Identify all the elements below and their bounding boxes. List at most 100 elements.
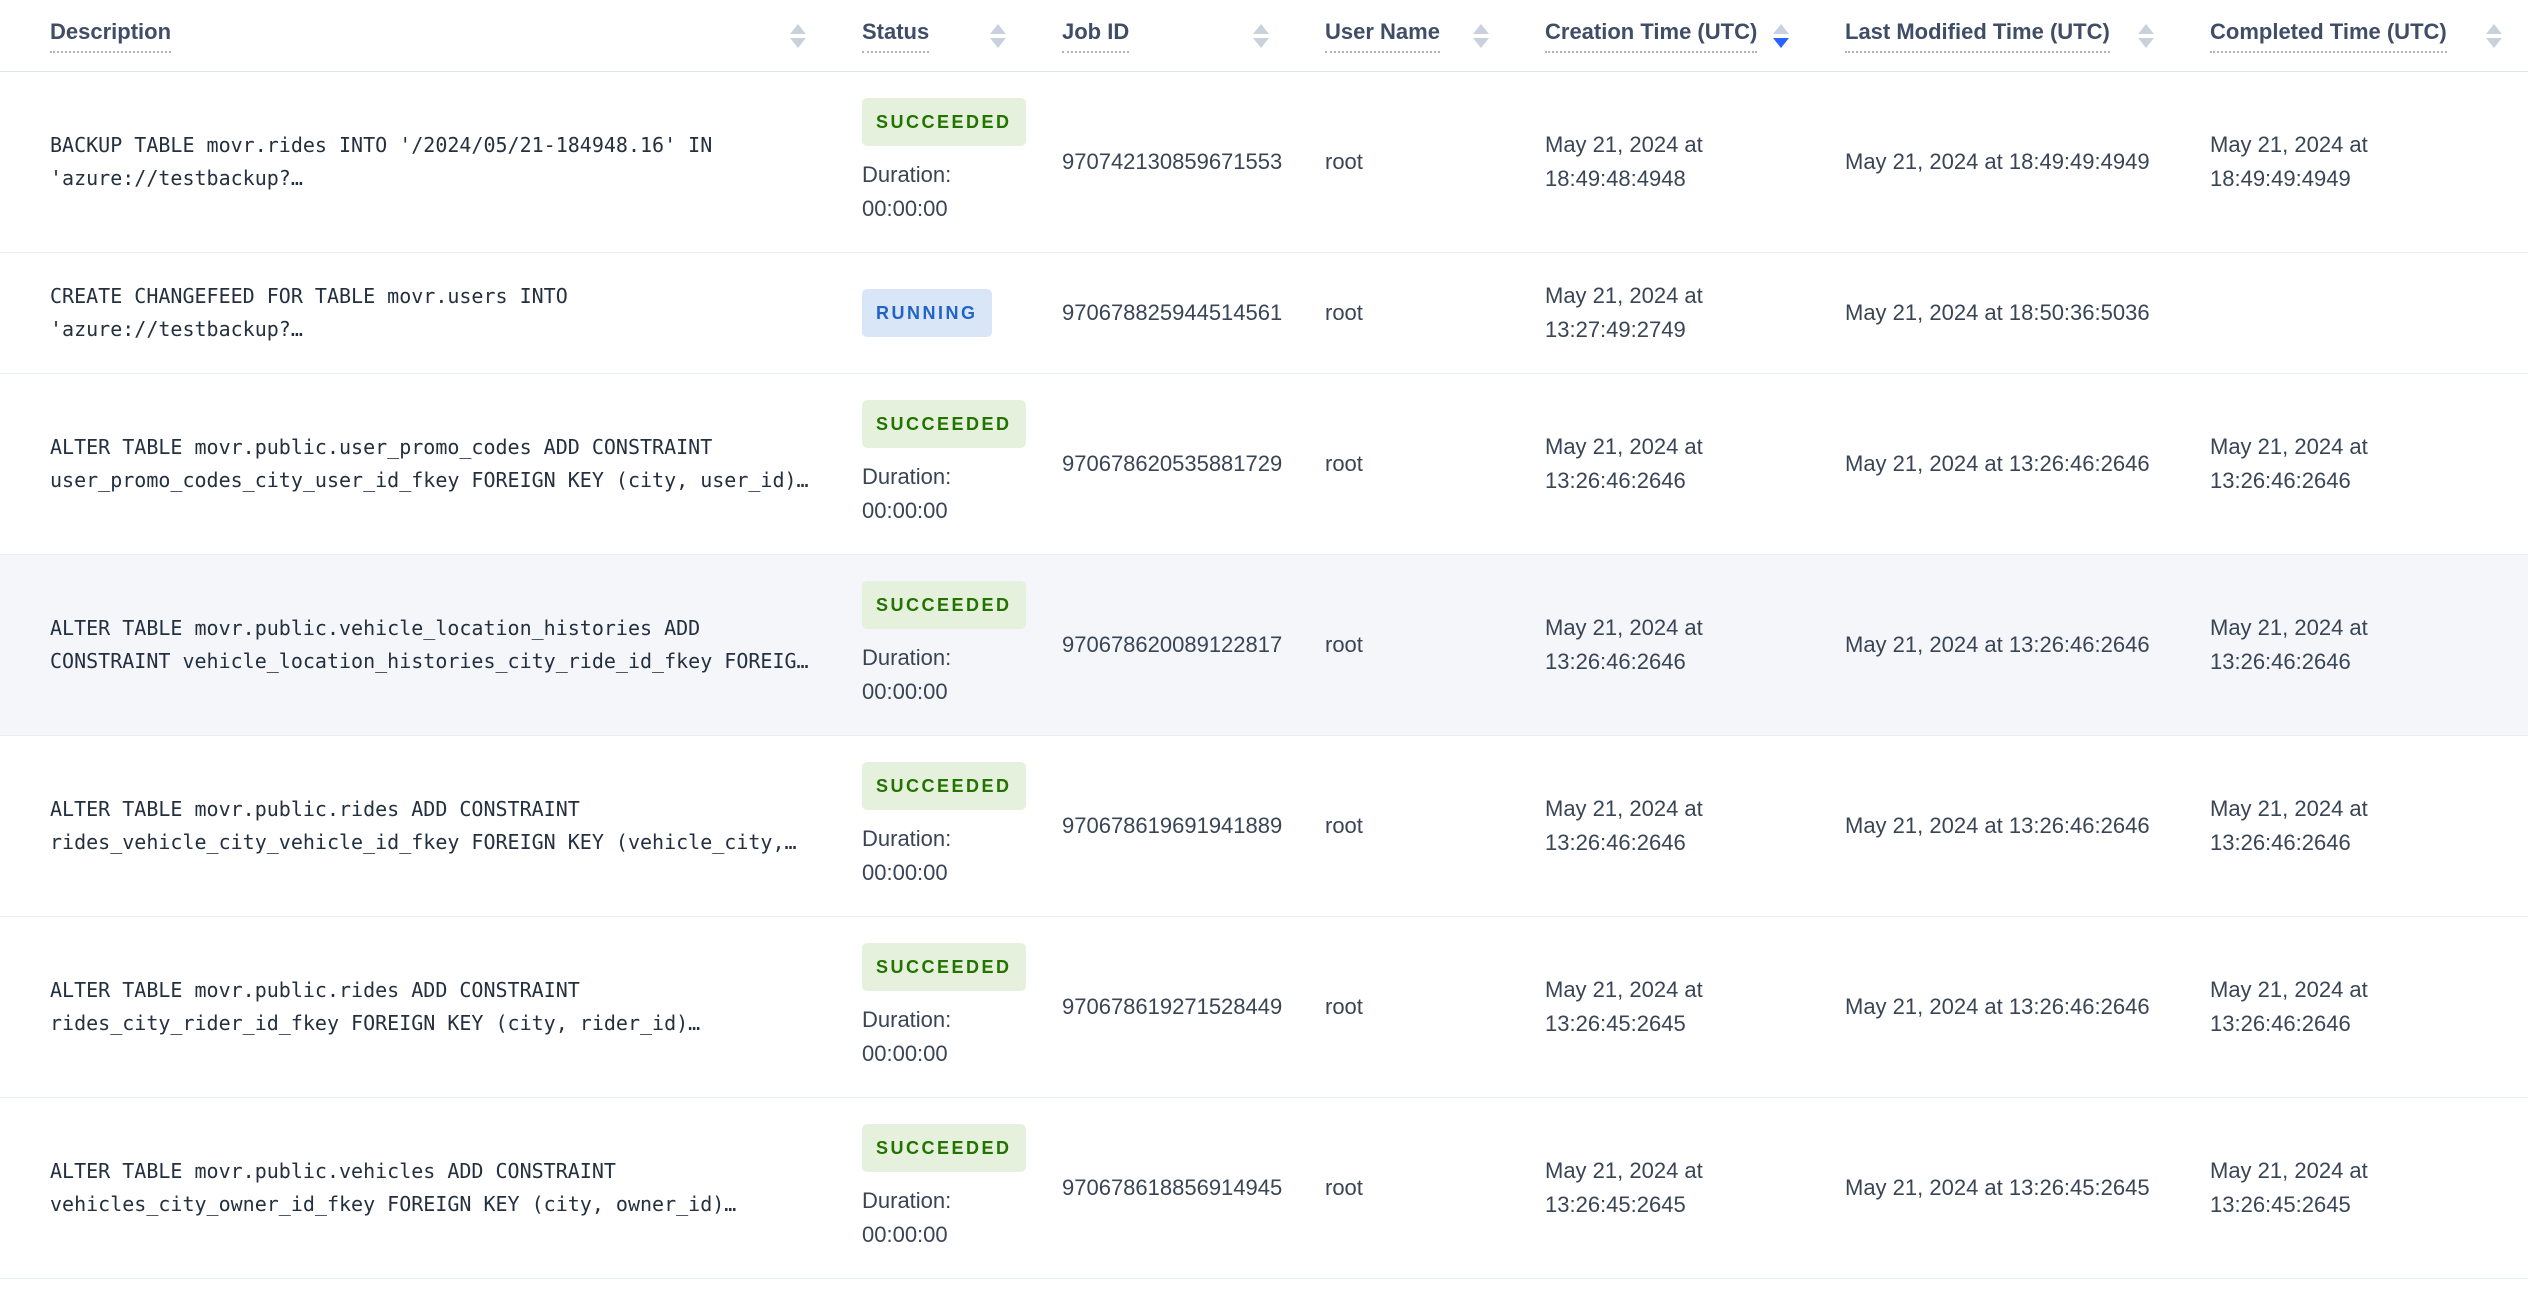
job-id: 970742130859671553 <box>1032 71 1295 253</box>
user-name: root <box>1295 735 1515 917</box>
job-id: 970678612838252545 <box>1032 1278 1295 1292</box>
column-header-description[interactable]: Description <box>0 0 832 72</box>
column-header-label: Status <box>862 19 930 53</box>
column-header-status[interactable]: Status <box>832 0 1032 72</box>
status-badge: SUCCEEDED <box>862 762 1026 810</box>
description-line: ALTER TABLE movr.public.vehicle_location… <box>50 616 701 640</box>
sort-down-arrow-icon <box>1473 37 1489 48</box>
creation-time: May 21, 2024 at 13:27:49:2749 <box>1545 283 1703 342</box>
table-row[interactable]: ALTER TABLE movr.public.vehicles ADD CON… <box>0 1097 2528 1279</box>
table-body: BACKUP TABLE movr.rides INTO '/2024/05/2… <box>0 71 2528 1292</box>
description-line: rides_vehicle_city_vehicle_id_fkey FOREI… <box>50 830 797 854</box>
job-description-link[interactable]: ALTER TABLE movr.public.rides ADD CONSTR… <box>50 974 832 1040</box>
duration-value: 00:00:00 <box>862 860 948 885</box>
description-line: ALTER TABLE movr.public.rides ADD CONSTR… <box>50 797 580 821</box>
duration-block: Duration: 00:00:00 <box>862 1003 1032 1071</box>
description-line: 'azure://testbackup?… <box>50 166 303 190</box>
user-name: root <box>1295 1097 1515 1279</box>
column-header-label: Completed Time (UTC) <box>2210 19 2447 53</box>
creation-time: May 21, 2024 at 13:26:45:2645 <box>1545 1158 1703 1217</box>
column-header-label: Job ID <box>1062 19 1130 53</box>
sort-down-arrow-icon <box>790 37 806 48</box>
column-header-creation-time-utc[interactable]: Creation Time (UTC) <box>1515 0 1815 72</box>
column-header-label: Creation Time (UTC) <box>1545 19 1758 53</box>
sort-icon[interactable] <box>1773 23 1789 48</box>
completed-time: May 21, 2024 at 13:26:46:2646 <box>2210 615 2368 674</box>
user-name: root <box>1295 1278 1515 1292</box>
sort-down-arrow-icon <box>2138 37 2154 48</box>
sort-icon[interactable] <box>2138 23 2154 48</box>
last-modified-time: May 21, 2024 at 13:26:46:2646 <box>1845 632 2150 657</box>
completed-time: May 21, 2024 at 18:49:49:4949 <box>2210 132 2368 191</box>
status-badge: SUCCEEDED <box>862 400 1026 448</box>
job-description-link[interactable]: ALTER TABLE movr.public.rides ADD CONSTR… <box>50 793 832 859</box>
duration-value: 00:00:00 <box>862 196 948 221</box>
sort-icon[interactable] <box>790 23 806 48</box>
description-line: CONSTRAINT vehicle_location_histories_ci… <box>50 649 809 673</box>
duration-value: 00:00:00 <box>862 1041 948 1066</box>
table-row[interactable]: ALTER TABLE movr.public.vehicle_location… <box>0 554 2528 736</box>
description-line: ALTER TABLE movr.public.user_promo_codes… <box>50 435 713 459</box>
sort-down-arrow-icon <box>990 37 1006 48</box>
description-line: 'azure://testbackup?… <box>50 317 303 341</box>
creation-time: May 21, 2024 at 13:26:45:2645 <box>1545 977 1703 1036</box>
user-name: root <box>1295 373 1515 555</box>
duration-label: Duration: <box>862 1007 952 1032</box>
column-header-job-id[interactable]: Job ID <box>1032 0 1295 72</box>
job-description-link[interactable]: ALTER TABLE movr.public.user_promo_codes… <box>50 431 832 497</box>
table-row[interactable]: BACKUP TABLE movr.rides INTO '/2024/05/2… <box>0 71 2528 253</box>
status-badge: RUNNING <box>862 289 992 337</box>
description-line: user_promo_codes_city_user_id_fkey FOREI… <box>50 468 809 492</box>
duration-label: Duration: <box>862 1188 952 1213</box>
sort-icon[interactable] <box>2486 23 2502 48</box>
table-row[interactable]: ALTER TABLE movr.public.rides ADD CONSTR… <box>0 735 2528 917</box>
creation-time: May 21, 2024 at 13:26:46:2646 <box>1545 615 1703 674</box>
duration-block: Duration: 00:00:00 <box>862 460 1032 528</box>
column-header-label: Description <box>50 19 172 53</box>
description-line: BACKUP TABLE movr.rides INTO '/2024/05/2… <box>50 133 713 157</box>
status-badge: SUCCEEDED <box>862 581 1026 629</box>
last-modified-time: May 21, 2024 at 13:26:46:2646 <box>1845 994 2150 1019</box>
completed-time: May 21, 2024 at 13:26:46:2646 <box>2210 977 2368 1036</box>
description-line: vehicles_city_owner_id_fkey FOREIGN KEY … <box>50 1192 737 1216</box>
job-description-link[interactable]: ALTER TABLE movr.public.vehicle_location… <box>50 612 832 678</box>
sort-up-arrow-icon <box>990 23 1006 34</box>
job-id: 970678619691941889 <box>1032 735 1295 917</box>
duration-block: Duration: 00:00:00 <box>862 641 1032 709</box>
table-row[interactable]: ALTER TABLE movr.public.user_promo_codes… <box>0 373 2528 555</box>
table-row[interactable]: IMPORT INTO movr.public.rides CSV DATA('… <box>0 1278 2528 1292</box>
sort-down-arrow-icon <box>1253 37 1269 48</box>
job-id: 970678618856914945 <box>1032 1097 1295 1279</box>
job-description-link[interactable]: ALTER TABLE movr.public.vehicles ADD CON… <box>50 1155 832 1221</box>
status-badge: SUCCEEDED <box>862 98 1026 146</box>
table-row[interactable]: CREATE CHANGEFEED FOR TABLE movr.users I… <box>0 252 2528 374</box>
user-name: root <box>1295 252 1515 374</box>
sort-down-arrow-icon <box>1773 37 1789 48</box>
job-id: 970678620089122817 <box>1032 554 1295 736</box>
duration-label: Duration: <box>862 826 952 851</box>
sort-icon[interactable] <box>1253 23 1269 48</box>
completed-time: May 21, 2024 at 13:26:46:2646 <box>2210 434 2368 493</box>
sort-icon[interactable] <box>1473 23 1489 48</box>
duration-block: Duration: 00:00:00 <box>862 158 1032 226</box>
job-description-link[interactable]: CREATE CHANGEFEED FOR TABLE movr.users I… <box>50 280 832 346</box>
column-header-completed-time-utc[interactable]: Completed Time (UTC) <box>2180 0 2528 72</box>
duration-value: 00:00:00 <box>862 679 948 704</box>
job-description-link[interactable]: BACKUP TABLE movr.rides INTO '/2024/05/2… <box>50 129 832 195</box>
job-id: 970678620535881729 <box>1032 373 1295 555</box>
sort-up-arrow-icon <box>2486 23 2502 34</box>
column-header-user-name[interactable]: User Name <box>1295 0 1515 72</box>
duration-label: Duration: <box>862 162 952 187</box>
sort-up-arrow-icon <box>1253 23 1269 34</box>
creation-time: May 21, 2024 at 13:26:46:2646 <box>1545 796 1703 855</box>
description-line: rides_city_rider_id_fkey FOREIGN KEY (ci… <box>50 1011 701 1035</box>
sort-up-arrow-icon <box>1773 23 1789 34</box>
description-line: ALTER TABLE movr.public.vehicles ADD CON… <box>50 1159 616 1183</box>
sort-up-arrow-icon <box>1473 23 1489 34</box>
user-name: root <box>1295 554 1515 736</box>
table-row[interactable]: ALTER TABLE movr.public.rides ADD CONSTR… <box>0 916 2528 1098</box>
column-header-label: Last Modified Time (UTC) <box>1845 19 2110 53</box>
column-header-last-modified-time-utc[interactable]: Last Modified Time (UTC) <box>1815 0 2180 72</box>
sort-icon[interactable] <box>990 23 1006 48</box>
job-id: 970678619271528449 <box>1032 916 1295 1098</box>
